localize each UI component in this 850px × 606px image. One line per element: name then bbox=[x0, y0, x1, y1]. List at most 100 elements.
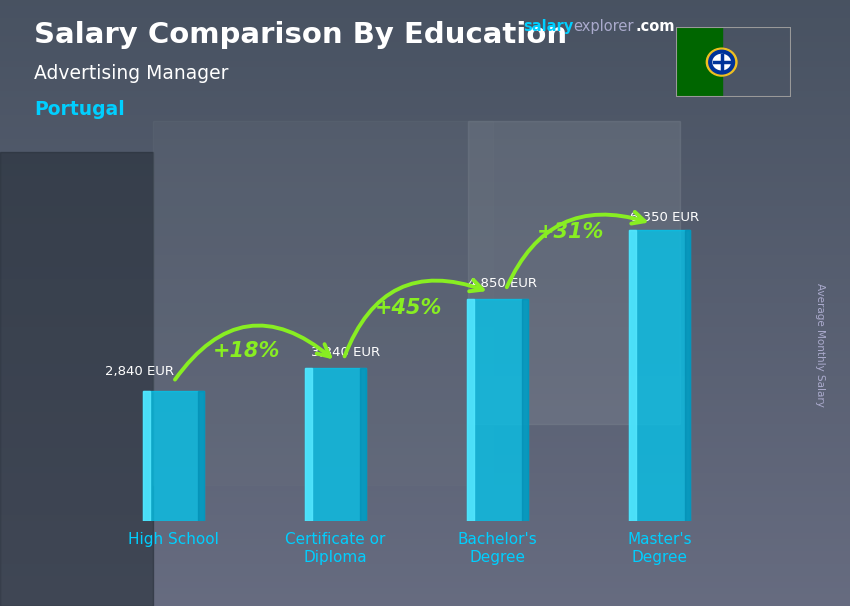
Bar bbox=[0, 61, 850, 67]
Bar bbox=[0, 139, 850, 145]
Bar bbox=[0, 467, 850, 473]
Bar bbox=[0, 255, 850, 261]
Text: +45%: +45% bbox=[375, 298, 442, 318]
Bar bbox=[0, 188, 850, 194]
Bar bbox=[0, 273, 850, 279]
Bar bbox=[0, 285, 850, 291]
Bar bbox=[0, 412, 850, 418]
Bar bbox=[0, 121, 850, 127]
Bar bbox=[0, 309, 850, 315]
Bar bbox=[0, 164, 850, 170]
Bar bbox=[676, 27, 722, 97]
Bar bbox=[0, 406, 850, 412]
Bar bbox=[0, 515, 850, 521]
Text: Advertising Manager: Advertising Manager bbox=[34, 64, 229, 82]
Bar bbox=[0, 30, 850, 36]
Bar bbox=[198, 391, 204, 521]
Circle shape bbox=[706, 48, 737, 76]
Bar bbox=[467, 299, 529, 521]
Bar bbox=[468, 121, 680, 424]
Text: +18%: +18% bbox=[212, 341, 280, 361]
Bar bbox=[0, 12, 850, 18]
Bar bbox=[0, 48, 850, 55]
Bar bbox=[0, 576, 850, 582]
Text: .com: .com bbox=[636, 19, 675, 35]
Bar bbox=[0, 430, 850, 436]
Bar bbox=[684, 230, 690, 521]
Bar bbox=[304, 368, 312, 521]
Bar bbox=[0, 594, 850, 600]
Bar bbox=[0, 394, 850, 400]
Bar bbox=[0, 182, 850, 188]
Bar bbox=[0, 109, 850, 115]
Bar bbox=[143, 391, 204, 521]
Bar bbox=[0, 521, 850, 527]
Bar bbox=[0, 18, 850, 24]
Bar bbox=[153, 121, 493, 485]
Bar bbox=[0, 267, 850, 273]
Bar bbox=[0, 6, 850, 12]
Bar bbox=[0, 85, 850, 91]
Bar bbox=[0, 212, 850, 218]
Bar bbox=[143, 391, 150, 521]
Text: 4,850 EUR: 4,850 EUR bbox=[468, 277, 537, 290]
Bar bbox=[0, 291, 850, 297]
Bar bbox=[0, 303, 850, 309]
Text: 2,840 EUR: 2,840 EUR bbox=[105, 365, 174, 378]
Bar bbox=[0, 200, 850, 206]
Text: salary: salary bbox=[523, 19, 573, 35]
Bar bbox=[0, 418, 850, 424]
Bar bbox=[0, 127, 850, 133]
Bar bbox=[0, 79, 850, 85]
Bar bbox=[0, 345, 850, 351]
Bar bbox=[629, 230, 637, 521]
Bar bbox=[0, 97, 850, 103]
Bar bbox=[0, 242, 850, 248]
Bar bbox=[0, 36, 850, 42]
Bar bbox=[0, 351, 850, 358]
Bar bbox=[0, 152, 153, 606]
Bar bbox=[0, 321, 850, 327]
Bar bbox=[0, 24, 850, 30]
Text: Average Monthly Salary: Average Monthly Salary bbox=[815, 284, 825, 407]
Text: Portugal: Portugal bbox=[34, 100, 125, 119]
Bar bbox=[0, 582, 850, 588]
Bar bbox=[0, 436, 850, 442]
Bar bbox=[0, 400, 850, 406]
Bar bbox=[0, 376, 850, 382]
Bar bbox=[0, 339, 850, 345]
Bar bbox=[0, 533, 850, 539]
Bar bbox=[0, 67, 850, 73]
Bar bbox=[0, 358, 850, 364]
Text: 3,340 EUR: 3,340 EUR bbox=[311, 346, 380, 359]
Bar bbox=[0, 315, 850, 321]
Bar bbox=[0, 158, 850, 164]
Bar bbox=[0, 370, 850, 376]
Bar bbox=[467, 299, 474, 521]
Bar bbox=[0, 497, 850, 503]
Bar bbox=[0, 0, 850, 6]
Bar bbox=[0, 333, 850, 339]
Bar bbox=[0, 55, 850, 61]
Bar bbox=[0, 473, 850, 479]
Bar bbox=[0, 218, 850, 224]
Bar bbox=[360, 368, 366, 521]
Bar bbox=[0, 297, 850, 303]
Bar bbox=[0, 388, 850, 394]
Bar bbox=[0, 539, 850, 545]
Bar bbox=[0, 224, 850, 230]
Bar bbox=[0, 91, 850, 97]
Bar bbox=[0, 503, 850, 509]
Bar bbox=[0, 115, 850, 121]
Bar bbox=[304, 368, 366, 521]
Bar bbox=[0, 570, 850, 576]
Circle shape bbox=[710, 52, 733, 73]
Bar bbox=[0, 461, 850, 467]
Text: 6,350 EUR: 6,350 EUR bbox=[631, 211, 700, 224]
Bar bbox=[629, 230, 690, 521]
Bar bbox=[0, 545, 850, 551]
Bar bbox=[0, 42, 850, 48]
Bar bbox=[0, 527, 850, 533]
Bar bbox=[0, 145, 850, 152]
Bar bbox=[523, 299, 529, 521]
